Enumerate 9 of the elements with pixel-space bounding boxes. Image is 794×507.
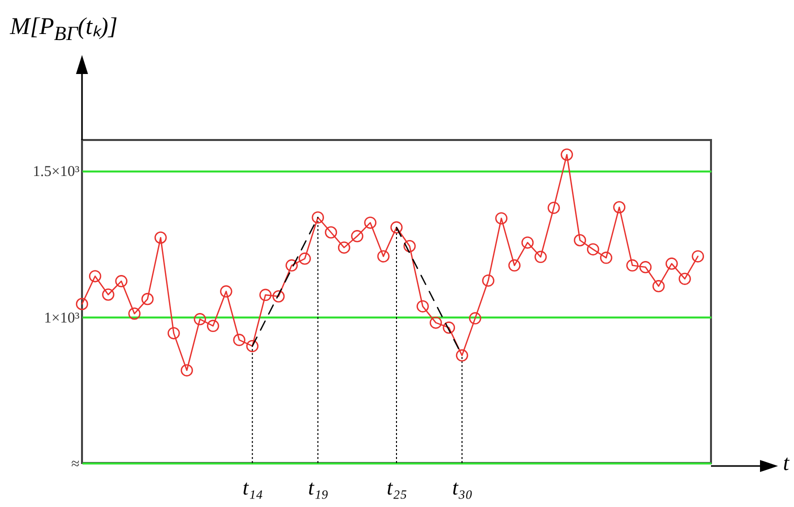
- y-tick-label: ≈: [71, 456, 80, 472]
- x-tick-label: t₂₅: [386, 476, 408, 500]
- x-tick-label: t₃₀: [452, 476, 473, 500]
- y-tick-label: 1.5×10³: [32, 164, 80, 180]
- y-axis-title: M[P$_{ВГ}$(tₖ)]: [10, 13, 118, 46]
- x-tick-label: t₁₉: [308, 476, 329, 500]
- y-tick-label: 1×10³: [44, 310, 80, 326]
- x-tick-label: t₁₄: [242, 476, 264, 500]
- x-axis-title: t: [783, 450, 790, 476]
